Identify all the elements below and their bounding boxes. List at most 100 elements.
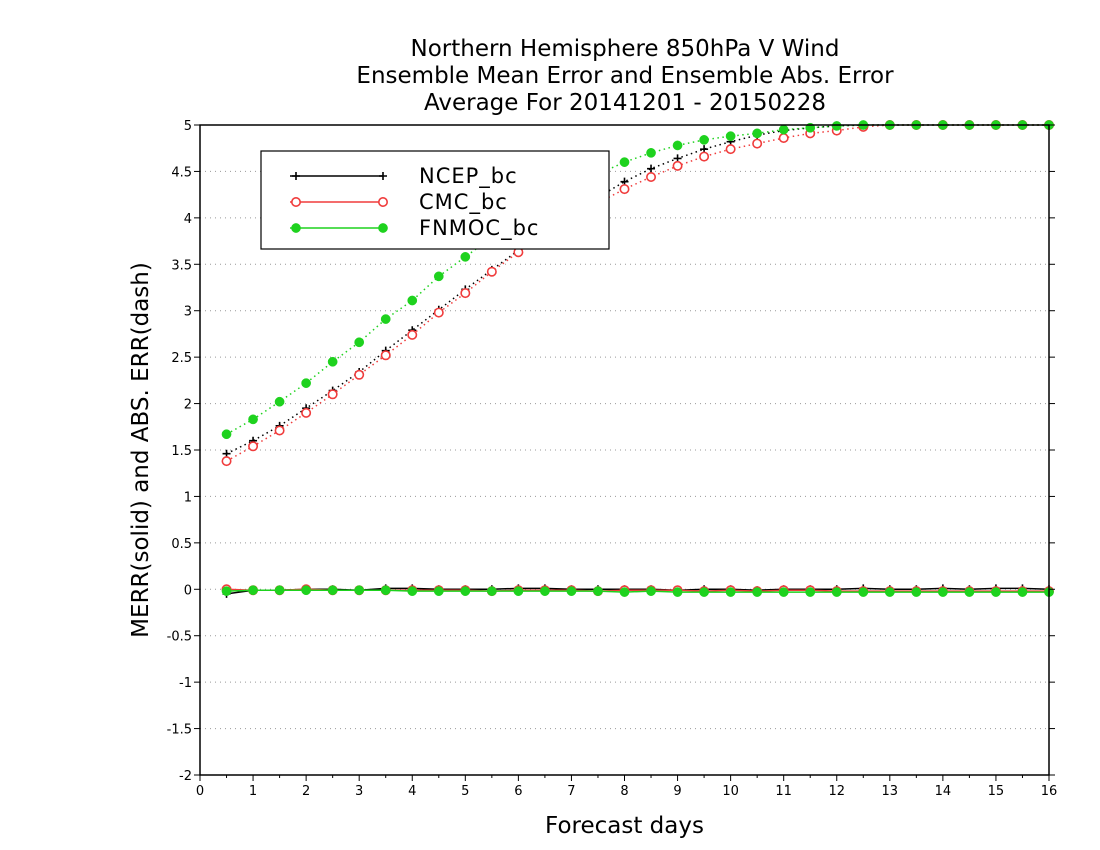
fnmoc-bc-mean-error-point bbox=[354, 585, 365, 596]
fnmoc-bc-mean-error-point bbox=[858, 587, 869, 597]
y-tick-label-7: 1.5 bbox=[171, 444, 192, 459]
legend-marker-ncep-bc bbox=[292, 172, 300, 180]
fnmoc-bc-abs-error-point bbox=[619, 157, 630, 167]
cmc-bc-abs-error-point bbox=[248, 441, 259, 452]
grid-layer bbox=[200, 170, 1049, 730]
y-tick-label-3: -0.5 bbox=[167, 630, 192, 645]
x-axis-label: Forecast days bbox=[545, 813, 704, 839]
fnmoc-bc-mean-error-point bbox=[911, 587, 922, 597]
cmc-bc-abs-error-point bbox=[407, 329, 418, 340]
x-tick-label-5: 5 bbox=[461, 784, 469, 799]
legend-marker-cmc-bc bbox=[290, 197, 301, 208]
fnmoc-bc-abs-error-point bbox=[646, 148, 656, 158]
fnmoc-bc-mean-error-point bbox=[1017, 587, 1028, 597]
fnmoc-bc-mean-error-point bbox=[540, 586, 550, 596]
cmc-bc-abs-error-point bbox=[274, 425, 285, 436]
x-tick-label-6: 6 bbox=[514, 784, 522, 799]
cmc-bc-abs-error-point bbox=[301, 407, 312, 418]
chart-title-line-3: Average For 20141201 - 20150228 bbox=[423, 90, 827, 116]
x-tick-label-16: 16 bbox=[1041, 784, 1058, 799]
legend-label-cmc-bc: CMC_bc bbox=[419, 190, 508, 215]
y-tick-label-2: -1 bbox=[179, 676, 192, 691]
cmc-bc-abs-error-point bbox=[486, 266, 497, 277]
fnmoc-bc-mean-error-point bbox=[831, 587, 842, 597]
fnmoc-bc-mean-error-point bbox=[593, 586, 603, 596]
fnmoc-bc-mean-error-point bbox=[380, 585, 391, 596]
fnmoc-bc-mean-error-point bbox=[938, 587, 948, 597]
y-tick-label-13: 4.5 bbox=[171, 165, 192, 180]
cmc-bc-abs-error-point bbox=[433, 307, 444, 318]
fnmoc-bc-mean-error-point bbox=[699, 587, 709, 597]
cmc-bc-abs-error-point bbox=[619, 184, 630, 195]
fnmoc-bc-abs-error-point bbox=[248, 414, 258, 425]
fnmoc-bc-abs-error-point bbox=[380, 314, 391, 324]
cmc-bc-abs-error-point bbox=[460, 288, 471, 299]
cmc-bc-abs-error-point bbox=[327, 389, 338, 400]
fnmoc-bc-mean-error-point bbox=[407, 586, 418, 596]
fnmoc-bc-mean-error-point bbox=[752, 587, 763, 597]
cmc-bc-abs-error-point bbox=[778, 133, 789, 144]
fnmoc-bc-abs-error-point bbox=[433, 271, 444, 282]
fnmoc-bc-mean-error-point bbox=[221, 586, 232, 596]
y-tick-label-1: -1.5 bbox=[167, 723, 192, 738]
fnmoc-bc-abs-error-point bbox=[221, 429, 232, 440]
y-tick-label-14: 5 bbox=[184, 119, 192, 134]
x-tick-label-4: 4 bbox=[408, 784, 416, 799]
legend-label-fnmoc-bc: FNMOC_bc bbox=[419, 216, 539, 241]
x-tick-label-0: 0 bbox=[196, 784, 204, 799]
chart-title-line-2: Ensemble Mean Error and Ensemble Abs. Er… bbox=[356, 63, 894, 89]
legend-marker-cmc-bc bbox=[377, 197, 388, 208]
x-tick-label-11: 11 bbox=[775, 784, 792, 799]
fnmoc-bc-mean-error-point bbox=[619, 587, 630, 597]
y-tick-label-6: 1 bbox=[184, 490, 192, 505]
cmc-bc-abs-error-point bbox=[380, 350, 391, 361]
x-tick-label-14: 14 bbox=[935, 784, 952, 799]
y-tick-label-5: 0.5 bbox=[171, 537, 192, 552]
fnmoc-bc-mean-error-point bbox=[248, 585, 258, 596]
fnmoc-bc-mean-error-point bbox=[991, 587, 1001, 597]
y-tick-label-9: 2.5 bbox=[171, 351, 192, 366]
legend-label-ncep-bc: NCEP_bc bbox=[419, 164, 518, 189]
y-tick-label-4: 0 bbox=[184, 583, 192, 598]
x-tick-label-15: 15 bbox=[988, 784, 1005, 799]
chart-title-line-1: Northern Hemisphere 850hPa V Wind bbox=[410, 36, 840, 62]
cmc-bc-abs-error-point bbox=[699, 151, 710, 162]
legend-marker-fnmoc-bc bbox=[378, 223, 388, 233]
fnmoc-bc-abs-error-point bbox=[407, 295, 418, 306]
x-tick-label-2: 2 bbox=[302, 784, 310, 799]
fnmoc-bc-abs-error-point bbox=[354, 337, 365, 348]
y-axis-label: MERR(solid) and ABS. ERR(dash) bbox=[128, 262, 154, 638]
y-tick-label-11: 3.5 bbox=[171, 258, 192, 273]
fnmoc-bc-abs-error-point bbox=[672, 140, 683, 151]
fnmoc-bc-abs-error-point bbox=[725, 131, 736, 141]
fnmoc-bc-mean-error-point bbox=[778, 587, 789, 597]
fnmoc-bc-mean-error-point bbox=[884, 587, 895, 597]
ncep-bc-abs-error-point bbox=[647, 164, 656, 173]
cmc-bc-abs-error-point bbox=[221, 456, 232, 467]
legend-box bbox=[260, 150, 610, 250]
y-tick-label-10: 3 bbox=[184, 305, 192, 320]
fnmoc-bc-abs-error-point bbox=[274, 396, 285, 407]
y-tick-label-12: 4 bbox=[184, 212, 192, 227]
legend-marker-ncep-bc bbox=[379, 172, 387, 180]
fnmoc-bc-mean-error-point bbox=[566, 586, 577, 596]
x-tick-label-9: 9 bbox=[673, 784, 681, 799]
fnmoc-bc-mean-error-point bbox=[646, 586, 656, 596]
fnmoc-bc-abs-error-point bbox=[327, 356, 338, 367]
fnmoc-bc-abs-error-point bbox=[460, 252, 471, 262]
x-tick-label-1: 1 bbox=[249, 784, 257, 799]
cmc-bc-abs-error-point bbox=[725, 144, 736, 155]
fnmoc-bc-mean-error-point bbox=[672, 587, 683, 597]
fnmoc-bc-abs-error-point bbox=[831, 121, 842, 131]
fnmoc-bc-mean-error-point bbox=[964, 587, 975, 597]
x-tick-label-12: 12 bbox=[828, 784, 845, 799]
cmc-bc-abs-error-point bbox=[752, 138, 763, 149]
fnmoc-bc-mean-error-point bbox=[274, 585, 285, 596]
cmc-bc-abs-error-point bbox=[646, 172, 657, 183]
x-tick-label-8: 8 bbox=[620, 784, 628, 799]
fnmoc-bc-mean-error-point bbox=[486, 586, 497, 596]
cmc-bc-abs-error-point bbox=[672, 160, 683, 171]
cmc-bc-abs-error-point bbox=[354, 369, 365, 380]
y-tick-label-8: 2 bbox=[184, 398, 192, 413]
